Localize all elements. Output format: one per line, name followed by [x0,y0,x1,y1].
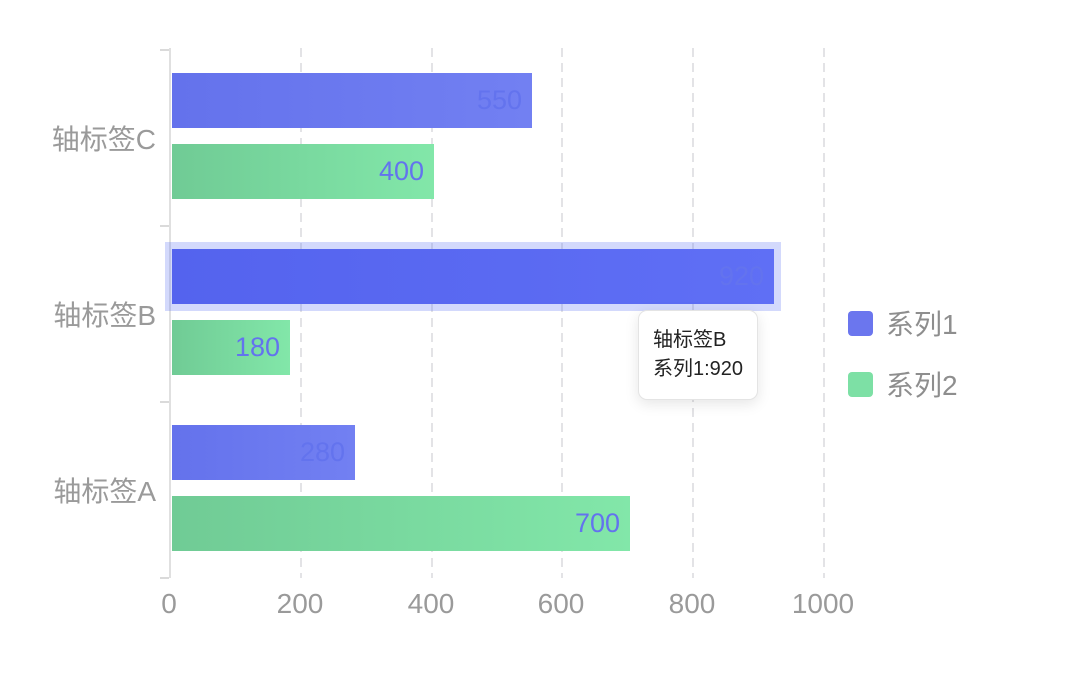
bar-系列2-轴标签B[interactable]: 180 [172,320,290,375]
bar-系列1-轴标签B[interactable]: 920 [172,249,774,304]
gridline [823,48,825,578]
y-axis-tick [160,401,169,403]
legend-swatch [848,310,873,336]
category-label: 轴标签C [51,124,156,155]
legend-swatch [848,371,873,397]
legend-label: 系列1 [886,309,958,340]
gridline [431,48,433,578]
x-axis-label: 1000 [791,588,855,619]
tooltip-value: 系列1:920 [653,358,744,380]
bar-value-label: 280 [299,437,345,467]
x-axis-label: 0 [161,588,177,619]
y-axis-line [169,48,171,578]
bar-value-label: 550 [476,85,522,115]
bar-系列1-轴标签A[interactable]: 280 [172,425,355,480]
x-axis-label: 800 [668,588,716,619]
x-axis-label: 200 [276,588,324,619]
legend: 系列1 系列2 [848,303,958,404]
bar-value-label: 180 [234,332,280,362]
y-axis-tick [160,577,169,579]
category-label: 轴标签A [53,476,156,507]
category-label: 轴标签B [53,300,156,331]
legend-item-系列1[interactable]: 系列1 [848,303,958,343]
gridline [300,48,302,578]
x-axis-label: 600 [537,588,585,619]
bar-系列2-轴标签A[interactable]: 700 [172,496,630,551]
bar-系列2-轴标签C[interactable]: 400 [172,144,434,199]
x-axis-label: 400 [407,588,455,619]
tooltip: 轴标签B 系列1:920 [638,310,759,400]
tooltip-title: 轴标签B [653,329,727,351]
y-axis-tick [160,49,169,51]
bar-系列1-轴标签C[interactable]: 550 [172,73,532,128]
gridline [561,48,563,578]
legend-label: 系列2 [886,370,958,401]
y-axis-tick [160,225,169,227]
legend-item-系列2[interactable]: 系列2 [848,364,958,404]
bar-value-label: 700 [574,508,620,538]
bar-value-label: 400 [378,156,424,186]
bar-value-label: 920 [718,261,764,291]
